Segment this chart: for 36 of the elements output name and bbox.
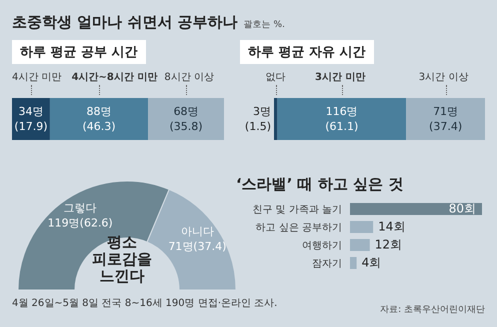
series-label: 8시간 이상 — [164, 71, 214, 84]
data-label: 12회 — [374, 237, 402, 252]
series-label: 없다 — [265, 71, 286, 84]
y-tick-label: 하고 싶은 공부하기 — [256, 222, 342, 234]
series-label: 4시간~8시간 미만 — [72, 71, 158, 84]
chart-title: ‘스라밸’ 때 하고 싶은 것 — [236, 175, 404, 194]
text: 4월 26일~5월 8일 전국 8~16세 190명 면접·온라인 조사. — [12, 297, 278, 310]
slice-label: 아니다 — [180, 225, 214, 238]
bar — [350, 239, 370, 251]
chart-subtitle: 하루 평균 공부 시간 — [12, 40, 146, 64]
data-label: 14회 — [378, 219, 406, 234]
data-label: 88명 (46.3) — [82, 105, 116, 134]
slice-label: 그렇다 — [64, 202, 97, 215]
data-label: 80회 — [448, 201, 476, 216]
data-label: 34명 (17.9) — [14, 105, 48, 134]
data-label: 116명 (61.1) — [325, 105, 358, 134]
text: 평소 피로감을 느낀다 — [91, 233, 153, 285]
data-label: 4회 — [362, 255, 382, 270]
y-tick-label: 친구 및 가족과 놀기 — [252, 204, 342, 216]
data-label: 3명 (1.5) — [244, 105, 271, 134]
bar — [350, 221, 374, 233]
chart-title: 초중학생 얼마나 쉬면서 공부하나 — [12, 13, 238, 31]
bar — [350, 257, 357, 269]
data-label: 68명 (35.8) — [170, 105, 203, 134]
y-tick-label: 여행하기 — [302, 240, 342, 252]
series-label: 3시간 미만 — [314, 71, 366, 84]
text: 괄호는 %. — [244, 20, 285, 30]
data-label: 71명 (37.4) — [429, 105, 462, 134]
series-label: 4시간 미만 — [12, 71, 62, 84]
y-tick-label: 잠자기 — [312, 258, 342, 270]
chart-subtitle: 하루 평균 자유 시간 — [240, 40, 374, 64]
data-label: 119명(62.6) — [48, 216, 113, 230]
text: 자료: 초록우산어린이재단 — [380, 304, 485, 316]
bar — [350, 203, 482, 215]
series-label: 3시간 이상 — [418, 71, 468, 84]
data-label: 71명(37.4) — [168, 240, 226, 254]
